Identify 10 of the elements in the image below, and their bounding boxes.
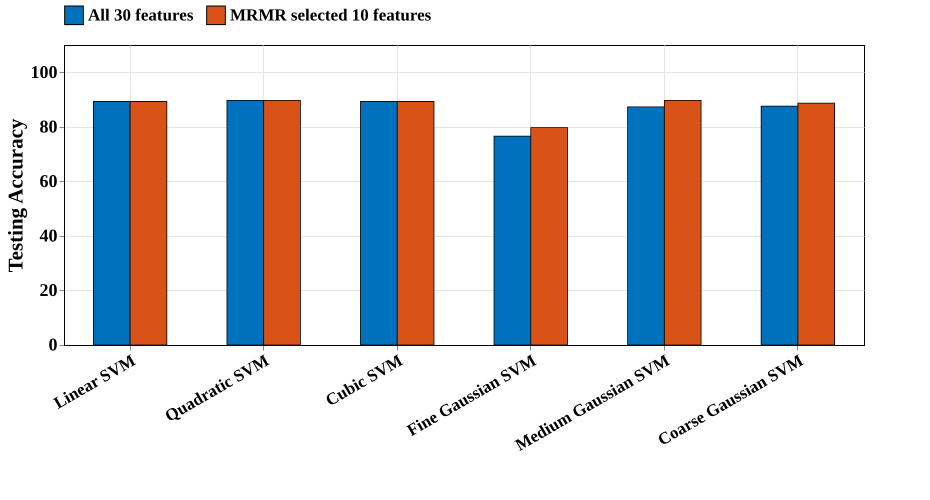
y-tick-label: 100	[30, 62, 58, 82]
y-tick-label: 80	[40, 116, 58, 136]
y-tick-label: 60	[40, 170, 58, 191]
y-tick-label: 20	[40, 280, 58, 300]
legend-label: MRMR selected 10 features	[230, 5, 432, 24]
y-tick-label: 40	[40, 225, 58, 246]
legend-label: All 30 features	[88, 5, 194, 24]
y-tick-label: 0	[48, 334, 58, 354]
x-tick-label: Cubic SVM	[322, 350, 406, 410]
y-axis-title: Testing Accuracy	[4, 118, 28, 272]
